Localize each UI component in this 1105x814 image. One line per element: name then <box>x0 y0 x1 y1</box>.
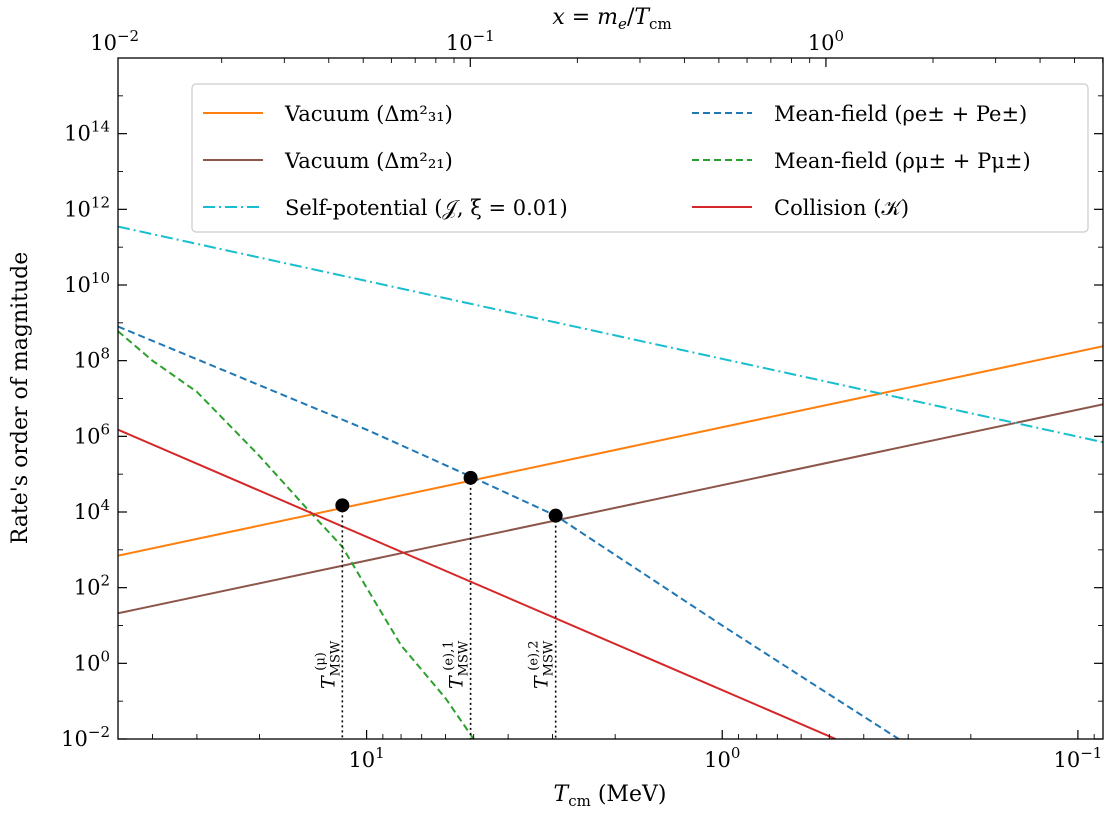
x-tick-label-1: 100 <box>704 744 740 772</box>
series-layer <box>118 225 1103 739</box>
legend-label-3: Mean-field (ρe± + Pe±) <box>774 102 1027 126</box>
legend-label-5: Collision (𝒦) <box>774 196 909 220</box>
y-tick-label-2: 102 <box>74 572 110 600</box>
x-tick-label-0: 101 <box>348 744 384 772</box>
series-line-0 <box>118 345 1103 557</box>
y-tick-label-1: 100 <box>74 647 110 675</box>
axis-layer: 101 100 10−1 10−2 10−1 100 10−2 100 102 104 106 108… <box>61 27 1104 772</box>
legend-label-1: Vacuum (Δm²₂₁) <box>284 149 453 173</box>
legend-box <box>191 83 1089 233</box>
msw-label-0: TMSW(μ) <box>313 640 343 689</box>
series-line-2 <box>118 225 1103 444</box>
y-tick-label-8: 1014 <box>64 118 110 146</box>
x-axis-title: Tcm (MeV) <box>554 782 667 810</box>
series-line-3 <box>118 325 1064 739</box>
y-tick-label-5: 108 <box>74 345 110 373</box>
legend-label-2: Self-potential (𝒥, ξ = 0.01) <box>285 196 568 220</box>
top-tick-label-0: 10−2 <box>90 27 139 55</box>
series-line-1 <box>118 403 1103 615</box>
msw-label-1: TMSW(e),1 <box>442 640 472 689</box>
msw-point-1 <box>463 470 478 485</box>
legend-label-4: Mean-field (ρμ± + Pμ±) <box>774 149 1031 173</box>
top-tick-label-1: 10−1 <box>446 27 495 55</box>
top-axis-title: x = me/Tcm <box>552 5 671 33</box>
x-tick-label-2: 10−1 <box>1053 744 1102 772</box>
legend: Vacuum (Δm²₃₁) Vacuum (Δm²₂₁) Self-potenti… <box>191 83 1089 233</box>
y-tick-label-4: 106 <box>74 420 110 448</box>
y-tick-label-7: 1012 <box>64 193 110 221</box>
y-tick-label-3: 104 <box>74 496 110 524</box>
top-tick-label-2: 100 <box>808 27 844 55</box>
series-line-5 <box>118 428 837 739</box>
legend-label-0: Vacuum (Δm²₃₁) <box>284 102 453 126</box>
y-tick-label-0: 10−2 <box>61 723 110 751</box>
marker-layer: TMSW(μ) TMSW(e),1 TMSW(e),2 <box>313 470 563 739</box>
msw-point-0 <box>335 498 350 513</box>
y-tick-label-6: 1010 <box>64 269 110 297</box>
series-line-4 <box>118 330 475 739</box>
y-axis-title: Rate's order of magnitude <box>8 252 33 545</box>
msw-label-2: TMSW(e),2 <box>527 640 557 689</box>
msw-point-2 <box>548 508 563 523</box>
